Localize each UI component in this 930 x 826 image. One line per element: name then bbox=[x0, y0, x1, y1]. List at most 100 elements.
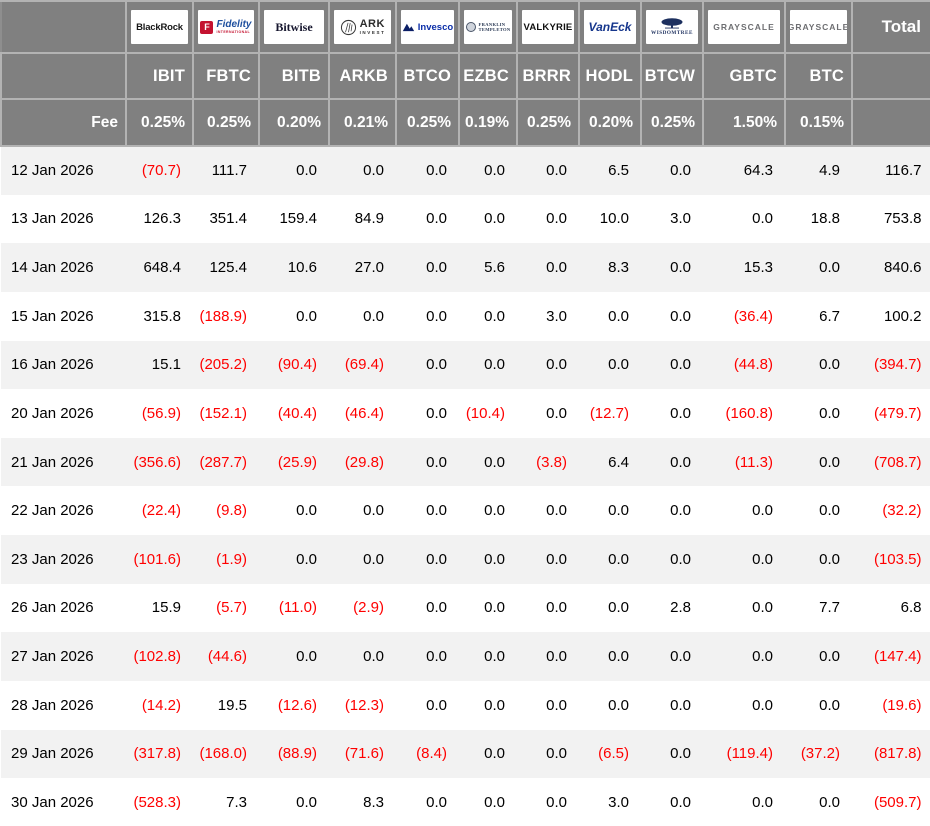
flow-cell-gbtc: (160.8) bbox=[725, 404, 773, 422]
flow-cell-bitb: (11.0) bbox=[278, 599, 317, 617]
flow-cell-btco: 0.0 bbox=[426, 210, 447, 228]
flow-cell-ezbc: 0.0 bbox=[484, 307, 505, 325]
flow-cell-ibit: 315.8 bbox=[143, 307, 181, 325]
flow-cell-brrr: 0.0 bbox=[546, 648, 567, 666]
date-cell: 13 Jan 2026 bbox=[11, 210, 94, 228]
flow-cell-btc: 0.0 bbox=[819, 259, 840, 277]
flow-cell-btcw: 0.0 bbox=[670, 404, 691, 422]
table-row: 27 Jan 2026 (102.8) (44.6) 0.0 0.0 0.0 0.0 0.0 0… bbox=[1, 632, 930, 681]
flow-cell-btco: 0.0 bbox=[426, 599, 447, 617]
flow-cell-brrr: 3.0 bbox=[546, 307, 567, 325]
table-header: BlackRock F Fidelity INTERNATIONAL Bitwise AR… bbox=[0, 0, 930, 147]
total-cell: 116.7 bbox=[885, 162, 922, 180]
flow-cell-btc: 18.8 bbox=[810, 210, 840, 228]
flow-cell-ibit: 15.9 bbox=[151, 599, 181, 617]
flow-cell-ibit: (102.8) bbox=[133, 648, 181, 666]
flow-cell-btco: 0.0 bbox=[426, 162, 447, 180]
flow-cell-btcw: 0.0 bbox=[670, 793, 691, 811]
flow-cell-btco: 0.0 bbox=[426, 550, 447, 568]
date-cell: 30 Jan 2026 bbox=[11, 793, 94, 811]
flow-cell-ezbc: 0.0 bbox=[484, 502, 505, 520]
total-cell: (394.7) bbox=[873, 356, 922, 374]
invesco-logo: Invesco bbox=[401, 10, 454, 44]
flow-cell-hodl: 0.0 bbox=[608, 502, 629, 520]
flow-cell-ezbc: 0.0 bbox=[484, 599, 505, 617]
date-cell: 22 Jan 2026 bbox=[11, 502, 94, 520]
fee-cell-brrr: 0.25% bbox=[516, 98, 580, 147]
total-cell: (32.2) bbox=[882, 502, 922, 520]
flow-cell-gbtc: (119.4) bbox=[726, 745, 773, 763]
date-cell: 16 Jan 2026 bbox=[11, 356, 94, 374]
flow-cell-btc: 0.0 bbox=[819, 648, 840, 666]
table-row: 29 Jan 2026 (317.8) (168.0) (88.9) (71.6) (8.… bbox=[1, 729, 930, 779]
flow-cell-hodl: 0.0 bbox=[608, 599, 629, 617]
flow-cell-fbtc: (168.0) bbox=[199, 745, 247, 763]
flow-cell-btco: 0.0 bbox=[426, 453, 447, 471]
logo-header-row: BlackRock F Fidelity INTERNATIONAL Bitwise AR… bbox=[0, 0, 930, 54]
total-cell: (479.7) bbox=[873, 404, 922, 422]
flow-cell-arkb: 8.3 bbox=[363, 793, 384, 811]
date-cell: 12 Jan 2026 bbox=[11, 162, 94, 180]
flow-cell-btcw: 0.0 bbox=[670, 162, 691, 180]
flow-cell-hodl: 3.0 bbox=[608, 793, 629, 811]
flow-cell-ezbc: 0.0 bbox=[484, 210, 505, 228]
total-cell: 6.8 bbox=[900, 599, 922, 617]
flow-cell-fbtc: 19.5 bbox=[217, 696, 247, 714]
flow-cell-arkb: 84.9 bbox=[354, 210, 384, 228]
flow-cell-btcw: 3.0 bbox=[670, 210, 691, 228]
flow-cell-arkb: (71.6) bbox=[344, 745, 384, 763]
flow-cell-hodl: 6.4 bbox=[608, 453, 629, 471]
fee-header-row: Fee 0.25% 0.25% 0.20% 0.21% 0.25% 0.19% 0.25% 0… bbox=[0, 98, 930, 147]
flow-cell-hodl: 10.0 bbox=[599, 210, 629, 228]
flow-cell-arkb: 0.0 bbox=[363, 648, 384, 666]
flow-cell-fbtc: (5.7) bbox=[216, 599, 247, 617]
flow-cell-bitb: 0.0 bbox=[296, 793, 317, 811]
table-row: 26 Jan 2026 15.9 (5.7) (11.0) (2.9) 0.0 0.0 0.0… bbox=[1, 583, 930, 633]
flow-cell-btc: 0.0 bbox=[819, 356, 840, 374]
flow-cell-hodl: 8.3 bbox=[608, 259, 629, 277]
flow-cell-fbtc: (205.2) bbox=[199, 356, 247, 374]
flow-cell-bitb: (25.9) bbox=[277, 453, 317, 471]
flow-cell-ibit: (317.8) bbox=[133, 745, 181, 763]
flow-cell-ezbc: (10.4) bbox=[465, 404, 505, 422]
flow-cell-bitb: 0.0 bbox=[296, 648, 317, 666]
provider-header-gbtc: GRAYSCALE bbox=[702, 0, 786, 54]
flow-cell-ibit: (528.3) bbox=[133, 793, 181, 811]
flow-cell-fbtc: 111.7 bbox=[211, 162, 247, 180]
flow-cell-arkb: (29.8) bbox=[344, 453, 384, 471]
flow-cell-ezbc: 0.0 bbox=[484, 696, 505, 714]
ticker-header-btc: BTC bbox=[784, 52, 853, 100]
flow-cell-ezbc: 0.0 bbox=[484, 793, 505, 811]
flow-cell-bitb: (90.4) bbox=[277, 356, 317, 374]
total-cell: (19.6) bbox=[882, 696, 922, 714]
fidelity-logo: F Fidelity INTERNATIONAL bbox=[198, 10, 254, 44]
total-cell: (147.4) bbox=[873, 648, 922, 666]
flow-cell-fbtc: 351.4 bbox=[209, 210, 247, 228]
ark-circle-icon bbox=[340, 19, 356, 35]
ticker-header-bitb: BITB bbox=[258, 52, 330, 100]
flow-cell-arkb: 0.0 bbox=[363, 502, 384, 520]
grayscale-logo: GRAYSCALE bbox=[708, 10, 780, 44]
flow-cell-gbtc: (11.3) bbox=[734, 453, 773, 471]
flow-cell-gbtc: 0.0 bbox=[752, 793, 773, 811]
flow-cell-btco: 0.0 bbox=[426, 356, 447, 374]
flow-cell-ibit: (14.2) bbox=[141, 696, 181, 714]
flow-cell-bitb: (40.4) bbox=[277, 404, 317, 422]
wisdomtree-logo: WISDOMTREE bbox=[646, 10, 698, 44]
flow-cell-btc: (37.2) bbox=[800, 745, 840, 763]
flow-cell-bitb: 10.6 bbox=[287, 259, 317, 277]
flow-cell-fbtc: (152.1) bbox=[199, 404, 247, 422]
total-cell: (509.7) bbox=[873, 793, 922, 811]
flow-cell-fbtc: 125.4 bbox=[209, 259, 247, 277]
flow-cell-hodl: (12.7) bbox=[589, 404, 629, 422]
flow-cell-bitb: 0.0 bbox=[296, 162, 317, 180]
flow-cell-arkb: 27.0 bbox=[354, 259, 384, 277]
table-row: 28 Jan 2026 (14.2) 19.5 (12.6) (12.3) 0.0 0.0 0… bbox=[1, 680, 930, 730]
date-cell: 23 Jan 2026 bbox=[11, 550, 94, 568]
flow-cell-gbtc: 0.0 bbox=[752, 648, 773, 666]
flow-cell-ezbc: 0.0 bbox=[484, 745, 505, 763]
flow-cell-btcw: 0.0 bbox=[670, 502, 691, 520]
fee-row-total-blank bbox=[851, 98, 930, 147]
ticker-header-brrr: BRRR bbox=[516, 52, 580, 100]
